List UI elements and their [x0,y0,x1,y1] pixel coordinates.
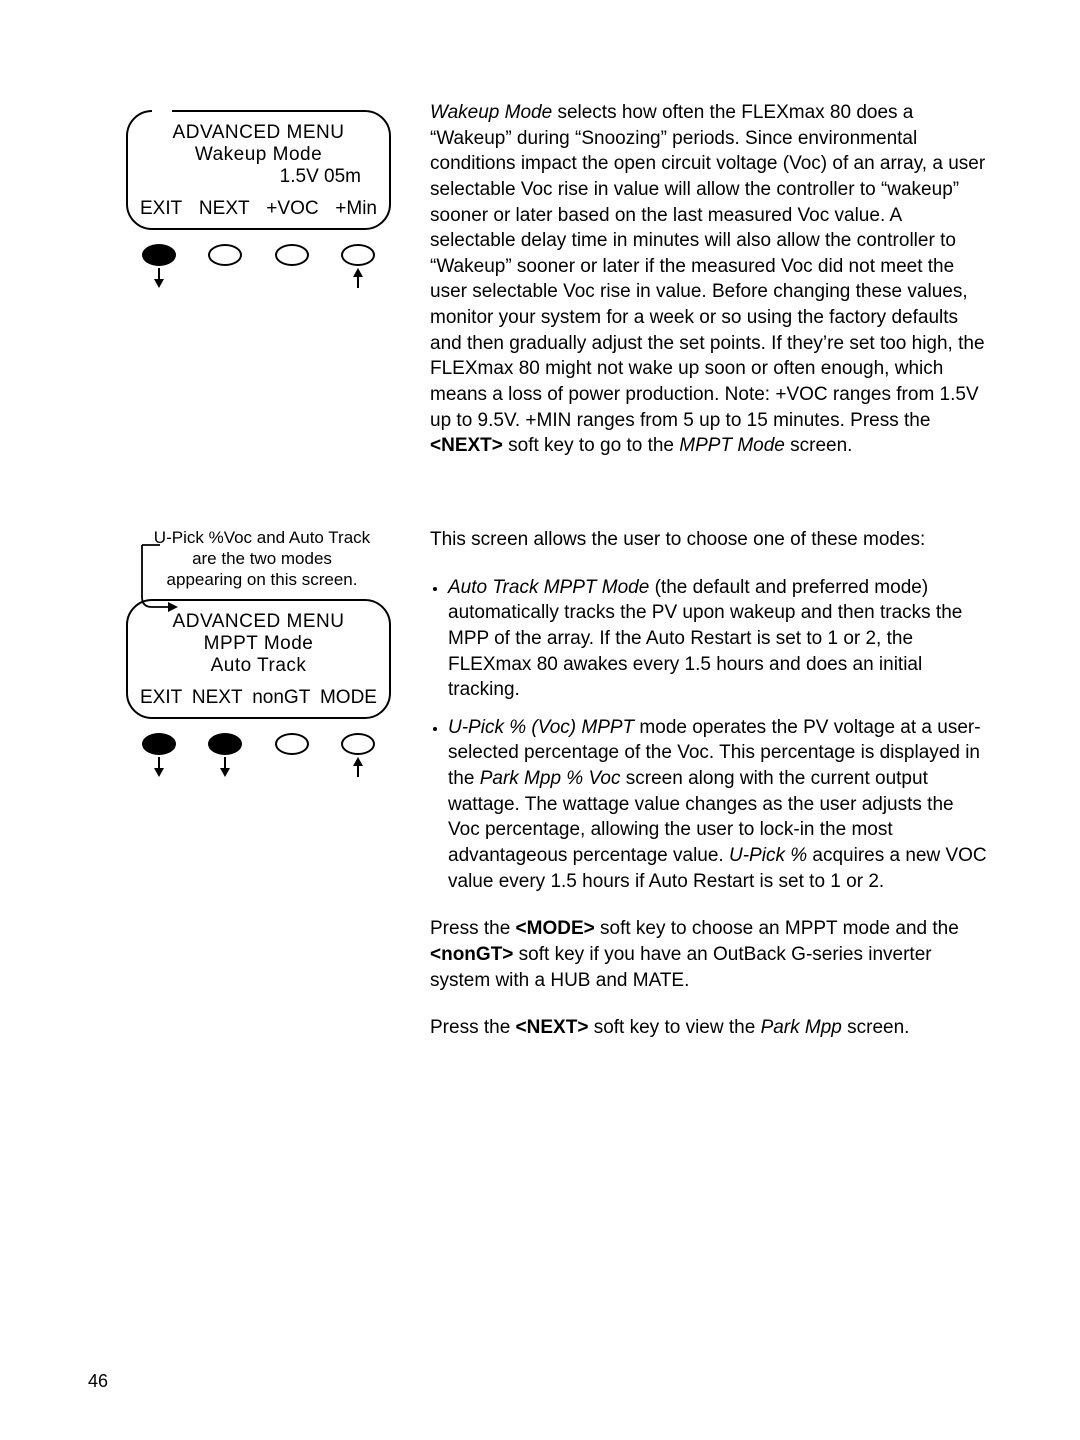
softkey-min: +Min [335,198,377,220]
hw-button-4 [341,733,375,755]
p3a: Press the [430,918,516,939]
hw-button-1 [142,244,176,266]
softkey-row: EXIT NEXT nonGT MODE [138,687,379,709]
key-nongt: <nonGT> [430,944,513,965]
hw-button-4 [341,244,375,266]
lcd-line-3: 1.5V 05m [138,166,379,188]
figure-wakeup-mode: ADVANCED MENU Wakeup Mode 1.5V 05m EXIT … [120,100,430,290]
softkey-row: EXIT NEXT +VOC +Min [138,198,379,220]
annotation-connector-icon [118,541,208,651]
wakeup-end: screen. [785,435,853,456]
arrow-down-icon [142,268,176,290]
modes-intro: This screen allows the user to choose on… [430,527,990,553]
hw-button-3 [275,733,309,755]
softkey-next: NEXT [192,687,243,709]
modes-list: Auto Track MPPT Mode (the default and pr… [430,575,990,895]
arrow-down-icon [208,757,242,779]
lcd-screen-mppt: ADVANCED MENU MPPT Mode Auto Track EXIT … [126,599,391,719]
term-upick-pct: U-Pick % [729,845,807,866]
list-item: Auto Track MPPT Mode (the default and pr… [448,575,990,703]
press-next-paragraph: Press the <NEXT> soft key to view the Pa… [430,1015,990,1041]
lcd-line-3: Auto Track [138,655,379,677]
term-mppt-mode: MPPT Mode [679,435,785,456]
p3b: soft key to choose an MPPT mode and the [595,918,959,939]
page-number: 46 [88,1371,108,1392]
softkey-next: NEXT [199,198,250,220]
arrow-down-icon [142,757,176,779]
mppt-mode-text: This screen allows the user to choose on… [430,527,990,1063]
softkey-nongt: nonGT [252,687,310,709]
term-upick-voc: U-Pick % (Voc) MPPT [448,717,634,738]
key-mode: <MODE> [516,918,595,939]
arrow-row [126,268,391,290]
term-wakeup-mode: Wakeup Mode [430,102,552,123]
term-park-mpp-voc: Park Mpp % Voc [480,768,621,789]
key-next-2: <NEXT> [516,1017,589,1038]
section-wakeup-mode: ADVANCED MENU Wakeup Mode 1.5V 05m EXIT … [120,100,990,481]
hw-button-2 [208,244,242,266]
lcd-line-2: Wakeup Mode [138,144,379,166]
arrow-up-icon [341,757,375,779]
figure-mppt-mode: U-Pick %Voc and Auto Track are the two m… [120,527,430,779]
p4c: screen. [842,1017,910,1038]
section-mppt-mode: U-Pick %Voc and Auto Track are the two m… [120,527,990,1063]
wakeup-mode-text: Wakeup Mode selects how often the FLEXma… [430,100,990,481]
softkey-mode: MODE [320,687,377,709]
button-row [126,244,391,266]
softkey-exit: EXIT [140,687,182,709]
hw-button-2 [208,733,242,755]
hw-button-1 [142,733,176,755]
lcd-screen-wakeup: ADVANCED MENU Wakeup Mode 1.5V 05m EXIT … [126,110,391,230]
arrow-row [126,757,391,779]
arrow-up-icon [341,268,375,290]
lcd-line-1: ADVANCED MENU [138,122,379,144]
wakeup-tail: soft key to go to the [503,435,679,456]
press-mode-paragraph: Press the <MODE> soft key to choose an M… [430,916,990,993]
hw-button-3 [275,244,309,266]
softkey-voc: +VOC [266,198,318,220]
term-auto-track: Auto Track MPPT Mode [448,577,649,598]
button-row [126,733,391,755]
wakeup-body: selects how often the FLEXmax 80 does a … [430,102,985,431]
p4a: Press the [430,1017,516,1038]
key-next-1: <NEXT> [430,435,503,456]
p4b: soft key to view the [588,1017,760,1038]
term-park-mpp: Park Mpp [761,1017,842,1038]
list-item: U-Pick % (Voc) MPPT mode operates the PV… [448,715,990,894]
softkey-exit: EXIT [140,198,182,220]
